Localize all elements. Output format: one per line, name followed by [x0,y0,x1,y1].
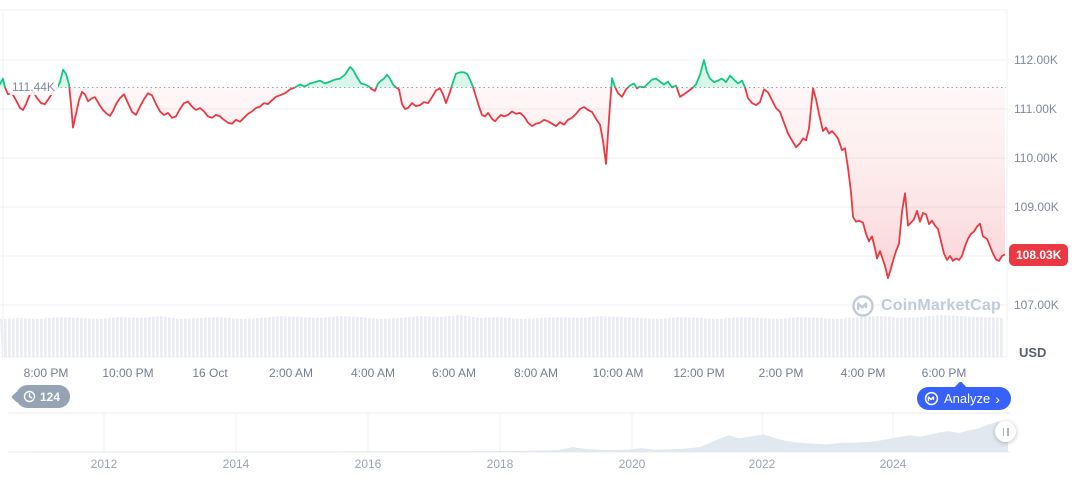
price-line-down [4,87,1006,279]
x-axis-tick: 8:00 PM [23,366,69,380]
range-selector-handle[interactable] [995,421,1016,442]
coinmarketcap-logo-icon [924,391,939,406]
navigator-year-tick: 2018 [486,457,514,471]
y-axis-tick: 112.00K [1014,53,1058,67]
x-axis-tick: 16 Oct [192,366,228,380]
y-axis-tick: 111.00K [1014,102,1057,116]
watermark: CoinMarketCap [851,294,1001,318]
y-axis-tick: 107.00K [1014,298,1059,312]
navigator-year-tick: 2014 [222,457,250,471]
x-axis-tick: 2:00 PM [758,366,804,380]
volume-bars [0,315,1003,357]
chevron-right-icon: › [995,390,1000,407]
x-axis-tick: 4:00 PM [840,366,886,380]
navigator-year-tick: 2020 [618,457,646,471]
analyze-button[interactable]: Analyze › [917,387,1011,410]
coinmarketcap-logo-icon [852,295,874,317]
navigator-year-tick: 2016 [354,457,382,471]
x-axis-tick: 8:00 AM [513,366,559,380]
history-count-badge[interactable]: 124 [16,385,71,408]
price-area-down [5,87,1005,279]
x-axis-tick: 10:00 PM [102,366,154,380]
navigator-area[interactable] [30,421,1008,452]
y-axis-tick: 110.00K [1014,151,1058,165]
clock-history-icon [23,390,36,403]
watermark-text: CoinMarketCap [881,297,1001,314]
x-axis-tick: 2:00 AM [268,366,314,380]
navigator-year-tick: 2012 [90,457,118,471]
currency-label: USD [1019,345,1047,360]
navigator-year-tick: 2022 [748,457,776,471]
x-axis-tick: 12:00 PM [673,366,725,380]
x-axis-tick: 6:00 AM [431,366,477,380]
y-axis-tick: 109.00K [1014,200,1059,214]
current-price-badge: 108.03K [1009,243,1069,266]
history-count: 124 [40,389,61,404]
navigator-year-tick: 2024 [879,457,907,471]
baseline-price-label: 111.44K [9,80,58,95]
x-axis-tick: 4:00 AM [350,366,396,380]
x-axis-tick: 10:00 AM [592,366,644,380]
analyze-label: Analyze [944,391,991,406]
x-axis-tick: 6:00 PM [921,366,967,380]
